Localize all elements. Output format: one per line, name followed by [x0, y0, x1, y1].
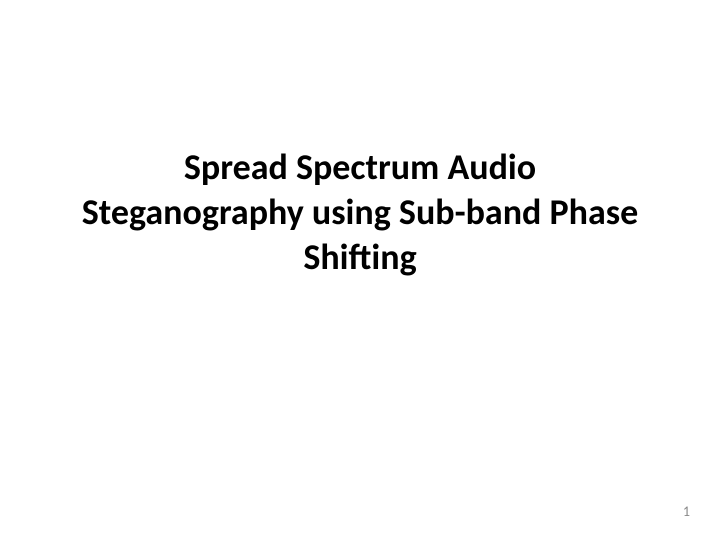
slide-container: Spread Spectrum Audio Steganography usin… [0, 0, 720, 540]
slide-title: Spread Spectrum Audio Steganography usin… [80, 145, 640, 280]
page-number: 1 [683, 503, 690, 520]
